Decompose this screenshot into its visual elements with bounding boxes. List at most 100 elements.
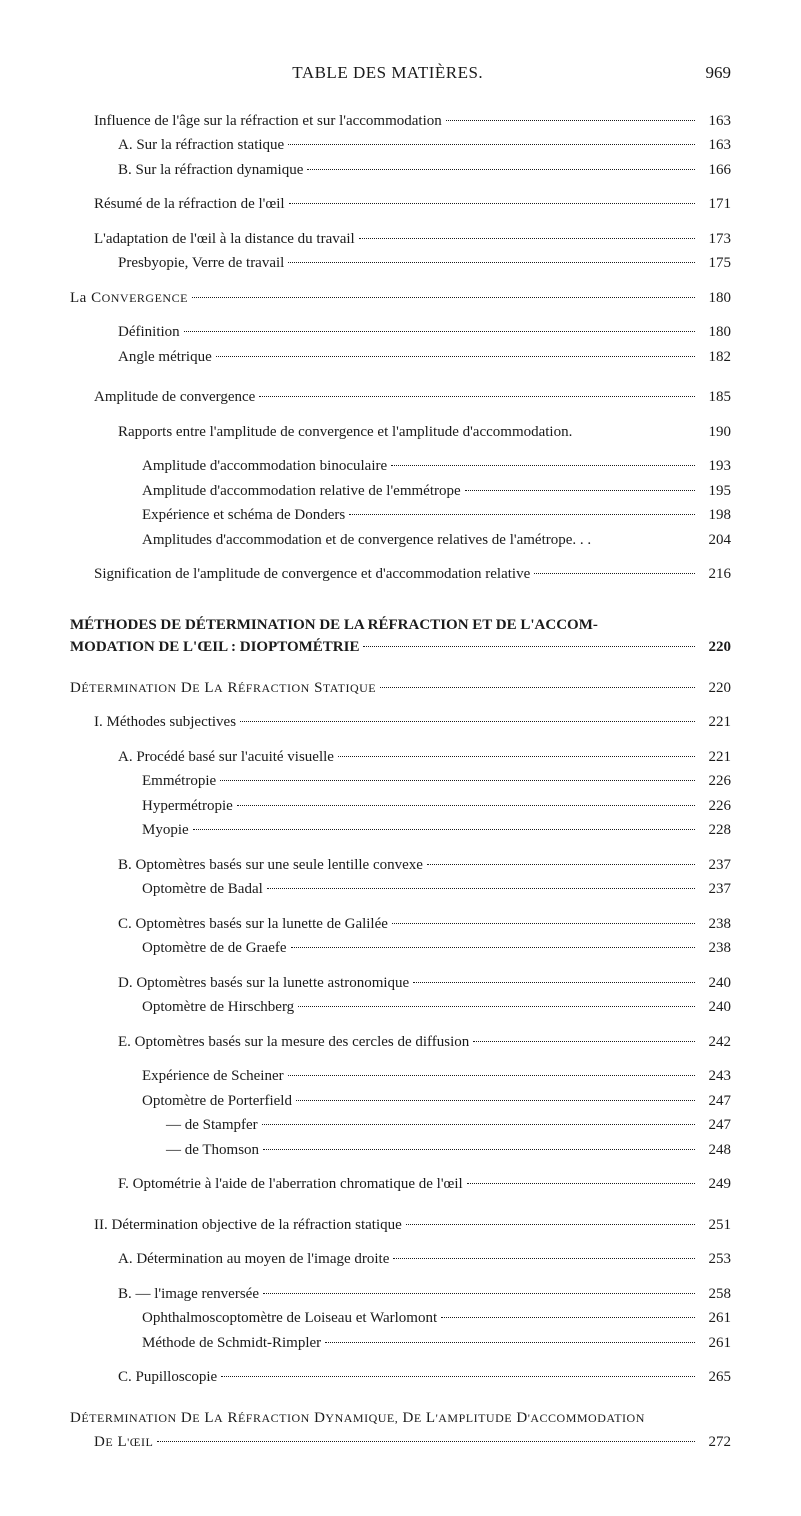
dots <box>237 805 695 806</box>
toc-text: Optomètre de Badal <box>142 878 263 901</box>
dots <box>363 646 695 647</box>
toc-line: Hypermétropie 226 <box>70 795 731 818</box>
dots <box>184 331 695 332</box>
toc-page: 242 <box>699 1031 731 1054</box>
toc-text: Myopie <box>142 819 189 842</box>
toc-page: 166 <box>699 159 731 182</box>
toc-page: 249 <box>699 1173 731 1196</box>
toc-text: B. Sur la réfraction dynamique <box>118 159 303 182</box>
toc-text: II. Détermination objective de la réfrac… <box>94 1214 402 1237</box>
toc-page: 204 <box>699 529 731 552</box>
toc-page: 228 <box>699 819 731 842</box>
toc-text: Angle métrique <box>118 346 212 369</box>
toc-page: 173 <box>699 228 731 251</box>
dots <box>221 1376 695 1377</box>
toc-text: DÉTERMINATION DE LA RÉFRACTION STATIQUE <box>70 677 376 700</box>
toc-line: Optomètre de Hirschberg240 <box>70 996 731 1019</box>
dots <box>338 756 695 757</box>
dots <box>465 490 695 491</box>
toc-text: Ophthalmoscoptomètre de Loiseau et Warlo… <box>142 1307 437 1330</box>
toc-line: Optomètre de Badal237 <box>70 878 731 901</box>
dots <box>441 1317 695 1318</box>
toc-line: Signification de l'amplitude de converge… <box>70 563 731 586</box>
section-heading-line1: MÉTHODES DE DÉTERMINATION DE LA RÉFRACTI… <box>70 614 731 637</box>
toc-page: 185 <box>699 386 731 409</box>
dots <box>359 238 695 239</box>
toc-line: Amplitude de convergence 185 <box>70 386 731 409</box>
header-title: TABLE DES MATIÈRES. <box>70 60 706 86</box>
toc-page: 226 <box>699 795 731 818</box>
dots <box>298 1006 695 1007</box>
toc-text: DÉTERMINATION DE LA RÉFRACTION DYNAMIQUE… <box>70 1407 645 1430</box>
toc-text: I. Méthodes subjectives <box>94 711 236 734</box>
toc-page: 240 <box>699 972 731 995</box>
dots <box>393 1258 695 1259</box>
toc-line: B. — l'image renversée258 <box>70 1283 731 1306</box>
toc-block-2: DÉTERMINATION DE LA RÉFRACTION STATIQUE 2… <box>70 677 731 1454</box>
toc-page: 261 <box>699 1307 731 1330</box>
toc-text: Hypermétropie <box>142 795 233 818</box>
toc-page: 243 <box>699 1065 731 1088</box>
toc-text: Signification de l'amplitude de converge… <box>94 563 530 586</box>
toc-line: B. Sur la réfraction dynamique 166 <box>70 159 731 182</box>
toc-line: DÉTERMINATION DE LA RÉFRACTION STATIQUE2… <box>70 677 731 700</box>
section-heading-page: 220 <box>699 636 731 659</box>
dots <box>192 297 695 298</box>
toc-page: 240 <box>699 996 731 1019</box>
toc-text: Emmétropie <box>142 770 216 793</box>
toc-page: 193 <box>699 455 731 478</box>
toc-page: 258 <box>699 1283 731 1306</box>
toc-line: Optomètre de de Graefe238 <box>70 937 731 960</box>
toc-text: Résumé de la réfraction de l'œil <box>94 193 285 216</box>
toc-page: 237 <box>699 854 731 877</box>
dots <box>413 982 695 983</box>
dots <box>288 262 695 263</box>
toc-line: Rapports entre l'amplitude de convergenc… <box>70 421 731 444</box>
toc-text: Expérience et schéma de Donders <box>142 504 345 527</box>
dots <box>296 1100 695 1101</box>
toc-line: Emmétropie226 <box>70 770 731 793</box>
toc-line: A. Sur la réfraction statique163 <box>70 134 731 157</box>
toc-line: Amplitude d'accommodation binoculaire 193 <box>70 455 731 478</box>
dots <box>157 1441 695 1442</box>
toc-line: A. Détermination au moyen de l'image dro… <box>70 1248 731 1271</box>
toc-text: A. Détermination au moyen de l'image dro… <box>118 1248 389 1271</box>
toc-line: F. Optométrie à l'aide de l'aberration c… <box>70 1173 731 1196</box>
toc-line: Résumé de la réfraction de l'œil171 <box>70 193 731 216</box>
toc-text: D. Optomètres basés sur la lunette astro… <box>118 972 409 995</box>
dots <box>216 356 695 357</box>
dots <box>349 514 695 515</box>
toc-page: 190 <box>699 421 731 444</box>
toc-page: 238 <box>699 937 731 960</box>
dots <box>288 144 695 145</box>
dots <box>307 169 695 170</box>
toc-line: Amplitudes d'accommodation et de converg… <box>70 529 731 552</box>
toc-text: Amplitude de convergence <box>94 386 255 409</box>
toc-page: 261 <box>699 1332 731 1355</box>
toc-text: C. Pupilloscopie <box>118 1366 217 1389</box>
toc-line: La CONVERGENCE180 <box>70 287 731 310</box>
dots <box>240 721 695 722</box>
toc-text: Amplitude d'accommodation binoculaire <box>142 455 387 478</box>
toc-line: Amplitude d'accommodation relative de l'… <box>70 480 731 503</box>
toc-page: 195 <box>699 480 731 503</box>
dots <box>406 1224 695 1225</box>
toc-page: 182 <box>699 346 731 369</box>
toc-page: 272 <box>699 1431 731 1454</box>
dots <box>467 1183 695 1184</box>
toc-line: Méthode de Schmidt-Rimpler 261 <box>70 1332 731 1355</box>
toc-line: D. Optomètres basés sur la lunette astro… <box>70 972 731 995</box>
toc-line: I. Méthodes subjectives221 <box>70 711 731 734</box>
toc-text: — de Stampfer <box>166 1114 258 1137</box>
toc-text: Optomètre de Porterfield <box>142 1090 292 1113</box>
toc-page: 198 <box>699 504 731 527</box>
toc-text: Méthode de Schmidt-Rimpler <box>142 1332 321 1355</box>
toc-text: Rapports entre l'amplitude de convergenc… <box>118 421 572 444</box>
toc-text: Influence de l'âge sur la réfraction et … <box>94 110 442 133</box>
toc-text: B. Optomètres basés sur une seule lentil… <box>118 854 423 877</box>
toc-line: C. Pupilloscopie265 <box>70 1366 731 1389</box>
dots <box>427 864 695 865</box>
toc-text: Définition <box>118 321 180 344</box>
toc-line: Expérience de Scheiner 243 <box>70 1065 731 1088</box>
toc-text: Expérience de Scheiner <box>142 1065 284 1088</box>
